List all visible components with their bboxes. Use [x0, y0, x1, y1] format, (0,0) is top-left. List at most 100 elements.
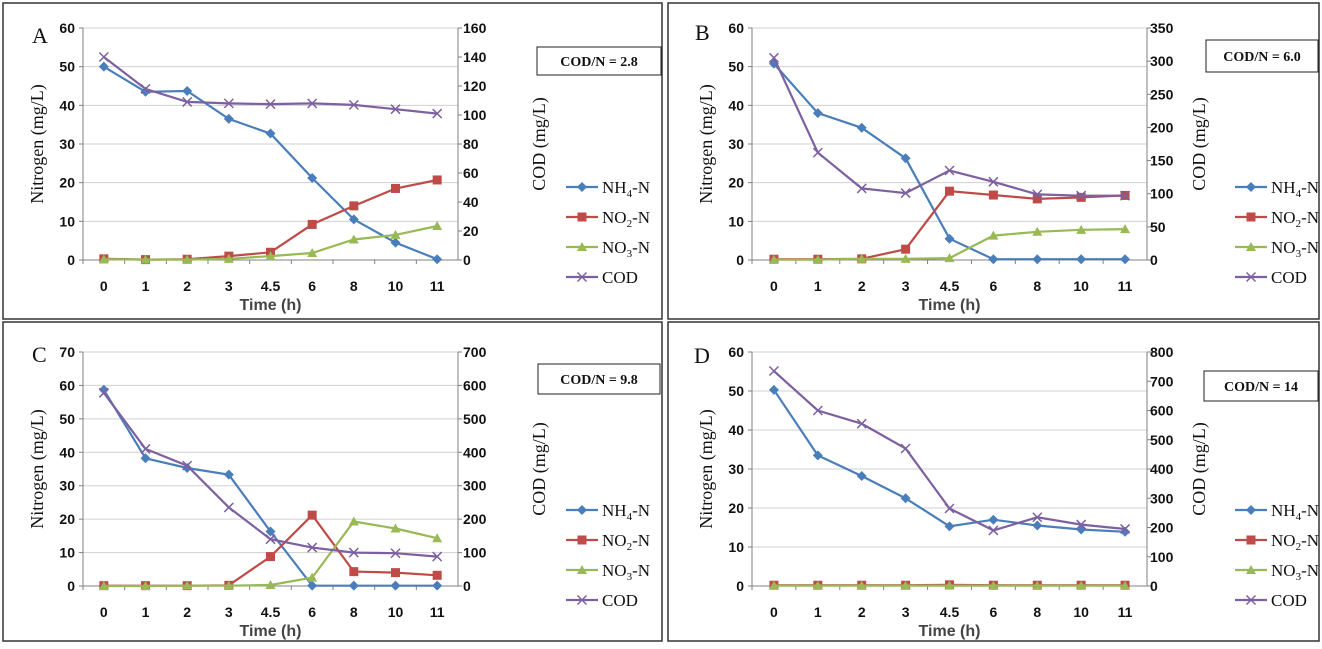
annotation-text: COD/N = 6.0 [1223, 50, 1301, 65]
y2-tick-label: 500 [1150, 432, 1174, 448]
legend-label-rest: -N [632, 208, 650, 227]
y-tick-label: 10 [59, 213, 75, 229]
legend-label-rest: -N [1301, 501, 1319, 520]
x-tick-label: 1 [814, 604, 822, 620]
data-point [857, 471, 867, 481]
y2-tick-label: 600 [463, 377, 487, 393]
y2-tick-label: 100 [1150, 186, 1174, 202]
series-no3-n [769, 581, 1130, 590]
legend-label-rest: -N [632, 238, 650, 257]
y2-tick-label: 160 [463, 20, 487, 36]
data-point [391, 581, 401, 591]
data-point [1076, 254, 1086, 264]
series-no2-n [99, 175, 441, 264]
y2-tick-label: 20 [463, 223, 479, 239]
legend-marker [577, 182, 587, 192]
data-point [813, 148, 822, 157]
y2-tick-label: 800 [1150, 344, 1174, 360]
data-point [349, 201, 358, 210]
y2-tick-label: 400 [1150, 461, 1174, 477]
data-point [988, 254, 998, 264]
y2-tick-label: 60 [463, 165, 479, 181]
y2-tick-label: 300 [463, 478, 487, 494]
series-line [104, 67, 437, 260]
data-point [141, 453, 151, 463]
data-point [349, 567, 358, 576]
y-tick-label: 10 [728, 213, 744, 229]
x-tick-label: 1 [142, 278, 150, 294]
data-point [433, 175, 442, 184]
x-tick-label: 10 [1073, 278, 1089, 294]
y2-tick-label: 500 [463, 411, 487, 427]
legend-label: NO2-N [602, 208, 650, 230]
y-axis-title: Nitrogen (mg/L) [27, 84, 48, 203]
y2-tick-label: 150 [1150, 153, 1174, 169]
legend-label-base: NO [1271, 238, 1296, 257]
y-tick-label: 40 [59, 444, 75, 460]
series-line [104, 515, 437, 586]
legend-marker [1246, 182, 1256, 192]
legend-label: NO3-N [602, 238, 650, 260]
panel-label: C [32, 342, 47, 367]
y-tick-label: 40 [728, 422, 744, 438]
x-tick-label: 10 [388, 278, 404, 294]
x-tick-label: 4.5 [940, 278, 960, 294]
x-tick-label: 11 [1118, 604, 1133, 620]
panel-label: A [32, 23, 48, 48]
data-point [308, 220, 317, 229]
legend-label: COD [602, 591, 638, 610]
data-point [99, 53, 108, 62]
y-tick-label: 40 [728, 97, 744, 113]
y-axis-title: Nitrogen (mg/L) [696, 84, 717, 203]
data-point [1120, 254, 1130, 264]
y-tick-label: 60 [728, 344, 744, 360]
x-tick-label: 10 [388, 604, 404, 620]
data-point [432, 221, 442, 230]
legend-label: NO2-N [1271, 531, 1319, 553]
legend-marker [1247, 213, 1256, 222]
data-point [901, 444, 910, 453]
y2-tick-label: 200 [1150, 520, 1174, 536]
legend-label-base: NO [1271, 531, 1296, 550]
legend-label-base: NH [602, 501, 627, 520]
data-point [1077, 193, 1086, 202]
y2-tick-label: 100 [1150, 549, 1174, 565]
y-tick-label: 50 [728, 383, 744, 399]
y2-tick-label: 80 [463, 136, 479, 152]
y-tick-label: 30 [728, 461, 744, 477]
panel-label: B [695, 20, 710, 45]
series-line [104, 180, 437, 260]
x-tick-label: 11 [430, 278, 445, 294]
x-axis-title: Time (h) [919, 297, 981, 314]
x-tick-label: 6 [989, 604, 997, 620]
y-tick-label: 30 [59, 136, 75, 152]
series-no2-n [769, 187, 1129, 264]
x-tick-label: 6 [989, 278, 997, 294]
x-tick-label: 8 [1033, 604, 1041, 620]
series-nh4-n [769, 59, 1130, 265]
data-point [901, 245, 910, 254]
x-axis-title: Time (h) [919, 623, 981, 640]
legend-label: NH4-N [602, 178, 650, 200]
x-tick-label: 0 [770, 604, 778, 620]
x-tick-label: 6 [308, 604, 316, 620]
x-tick-label: 4.5 [261, 604, 281, 620]
legend-label: COD [1271, 268, 1307, 287]
series-no2-n [99, 511, 441, 591]
x-tick-label: 2 [183, 604, 191, 620]
x-tick-label: 0 [770, 278, 778, 294]
y-tick-label: 20 [59, 511, 75, 527]
y2-tick-label: 0 [1150, 252, 1158, 268]
y2-tick-label: 600 [1150, 403, 1174, 419]
legend-label-rest: -N [632, 178, 650, 197]
y-tick-label: 30 [59, 478, 75, 494]
legend-label: NO3-N [1271, 561, 1319, 583]
x-tick-label: 11 [1118, 278, 1133, 294]
y2-tick-label: 300 [1150, 490, 1174, 506]
